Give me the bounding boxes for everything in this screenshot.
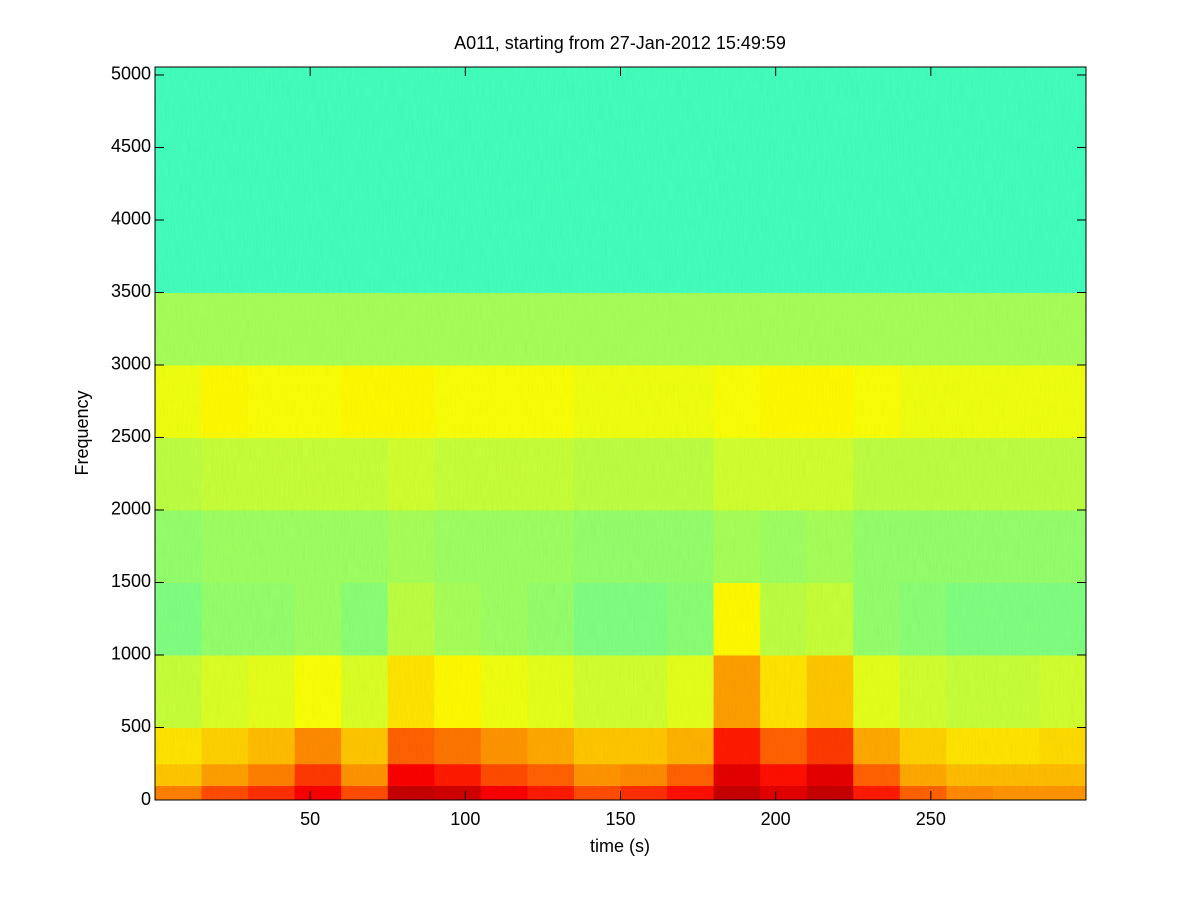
x-axis-label: time (s) [590,836,650,856]
x-tick-label: 250 [916,809,946,829]
y-tick-label: 3000 [111,354,151,374]
y-tick-label: 1000 [111,644,151,664]
y-tick-label: 0 [141,789,151,809]
x-tick-label: 50 [300,809,320,829]
y-tick-label: 1500 [111,571,151,591]
x-tick-label: 200 [761,809,791,829]
x-tick-label: 100 [450,809,480,829]
x-tick-label: 150 [605,809,635,829]
y-tick-label: 2000 [111,499,151,519]
chart-title: A011, starting from 27-Jan-2012 15:49:59 [454,33,786,53]
y-axis-label: Frequency [72,390,92,475]
noise-texture [155,67,1086,800]
y-tick-label: 5000 [111,64,151,84]
y-tick-label: 4000 [111,209,151,229]
y-tick-label: 4500 [111,136,151,156]
y-tick-label: 500 [121,716,151,736]
y-tick-label: 3500 [111,281,151,301]
y-tick-label: 2500 [111,426,151,446]
